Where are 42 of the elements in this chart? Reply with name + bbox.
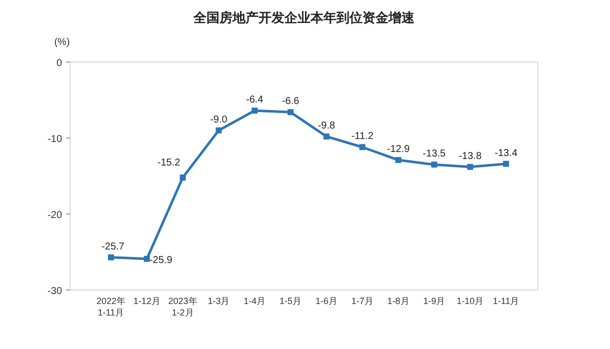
y-tick-label: 0 <box>56 58 62 69</box>
text: -6.4 <box>246 94 264 106</box>
text: -25.7 <box>102 241 124 252</box>
text: -15.2 <box>157 158 180 169</box>
point <box>395 157 402 164</box>
point <box>323 133 330 140</box>
x-tick-label: 1-4月 <box>244 296 266 306</box>
x-tick-label: 2022年 1-11月 <box>96 296 126 318</box>
point <box>180 174 186 181</box>
x-tick-label: 2023年 1-2月 <box>168 296 198 318</box>
y-tick-label: -10 <box>48 134 62 145</box>
point <box>467 164 474 170</box>
x-tick-label: 1-6月 <box>315 296 338 306</box>
text: -13.8 <box>458 150 482 162</box>
point <box>503 160 510 167</box>
point <box>288 109 294 116</box>
x-tick-label: 1-11月 <box>492 296 520 306</box>
point <box>216 127 222 134</box>
x-tick-label: 1-12月 <box>133 296 160 306</box>
y-tick-label: -30 <box>48 286 62 297</box>
x-tick-label: 1-3月 <box>208 296 230 306</box>
text: -12.9 <box>386 144 410 156</box>
x-tick-label: 1-10月 <box>456 296 484 306</box>
x-tick-label: 1-5月 <box>280 296 302 306</box>
x-tick-label: 1-8月 <box>387 296 410 306</box>
x-tick-label: 1-9月 <box>423 296 446 306</box>
text: -11.2 <box>351 131 374 142</box>
point <box>252 108 258 114</box>
point <box>144 256 150 262</box>
point <box>108 254 114 260</box>
y-axis-title: (%) <box>54 37 70 48</box>
text: -25.9 <box>149 254 172 266</box>
text: -13.4 <box>494 148 518 159</box>
text: -13.5 <box>422 148 446 160</box>
point <box>431 162 438 168</box>
y-tick-label: -20 <box>48 210 62 221</box>
chart-title: 全国房地产开发企业本年到位资金增速 <box>192 10 416 25</box>
text: -9.8 <box>318 120 336 132</box>
point <box>359 144 366 150</box>
text: -6.6 <box>282 96 300 108</box>
x-tick-label: 1-7月 <box>351 296 374 306</box>
text: -9.0 <box>210 114 228 126</box>
